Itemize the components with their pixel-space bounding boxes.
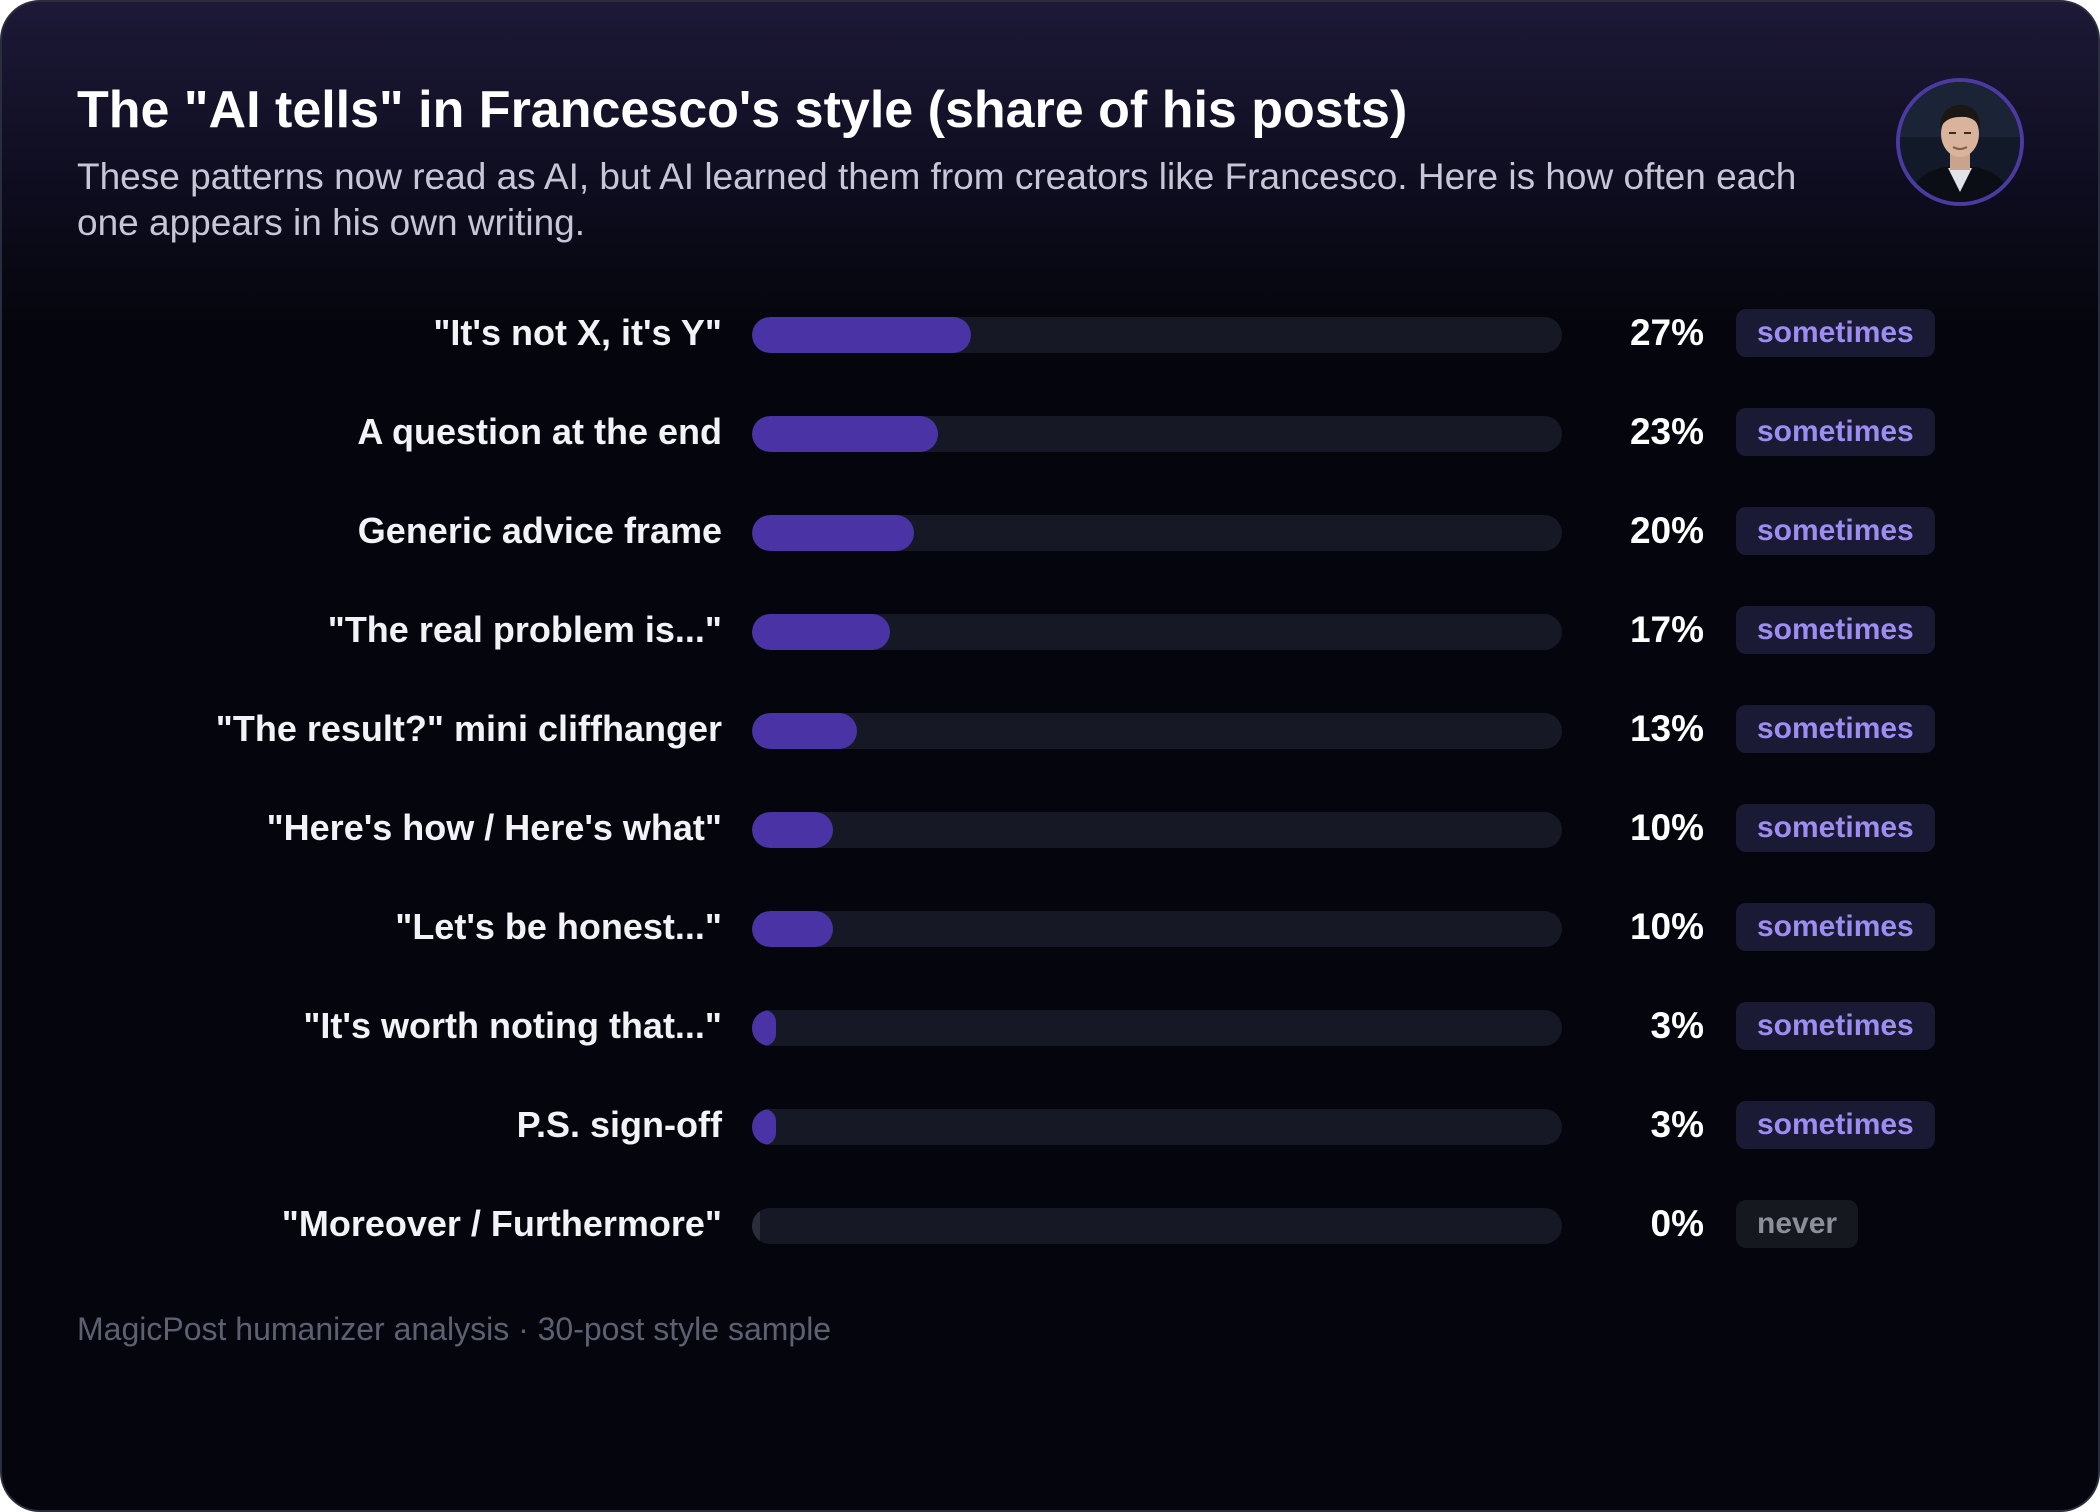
bar-value-label: 27% xyxy=(1629,312,1704,353)
frequency-badge: sometimes xyxy=(1736,606,1935,654)
bar-category-label: "It's not X, it's Y" xyxy=(433,312,722,353)
bar-category-label: "Moreover / Furthermore" xyxy=(281,1203,722,1244)
bar-row: "The real problem is..." 17% sometimes xyxy=(2,598,2098,697)
bar-row: "It's worth noting that..." 3% sometimes xyxy=(2,994,2098,1093)
bar-fill xyxy=(752,614,890,650)
frequency-badge: sometimes xyxy=(1736,309,1935,357)
bar-category-label: Generic advice frame xyxy=(357,510,722,551)
bar-category-label: P.S. sign-off xyxy=(516,1104,722,1145)
bar-track xyxy=(752,713,1562,749)
frequency-badge: sometimes xyxy=(1736,705,1935,753)
chart-title: The "AI tells" in Francesco's style (sha… xyxy=(77,81,1408,139)
bar-fill xyxy=(752,812,833,848)
bar-row: "Here's how / Here's what" 10% sometimes xyxy=(2,796,2098,895)
bar-value-label: 10% xyxy=(1629,807,1704,848)
bar-value-label: 0% xyxy=(1650,1203,1704,1244)
bar-track xyxy=(752,614,1562,650)
bar-row: "Let's be honest..." 10% sometimes xyxy=(2,895,2098,994)
bar-category-label: A question at the end xyxy=(357,411,722,452)
bar-value-label: 3% xyxy=(1650,1005,1704,1046)
bar-fill xyxy=(752,1109,776,1145)
frequency-badge: sometimes xyxy=(1736,903,1935,951)
frequency-badge: never xyxy=(1736,1200,1859,1248)
bar-fill xyxy=(752,911,833,947)
bar-value-label: 17% xyxy=(1629,609,1704,650)
frequency-badge: sometimes xyxy=(1736,1101,1935,1149)
bar-row: Generic advice frame 20% sometimes xyxy=(2,499,2098,598)
bar-value-label: 3% xyxy=(1650,1104,1704,1145)
bar-value-label: 10% xyxy=(1629,906,1704,947)
bar-value-label: 23% xyxy=(1629,411,1704,452)
frequency-badge: sometimes xyxy=(1736,507,1935,555)
frequency-badge: sometimes xyxy=(1736,408,1935,456)
bar-track xyxy=(752,1010,1562,1046)
bar-row: "It's not X, it's Y" 27% sometimes xyxy=(2,301,2098,400)
bar-fill xyxy=(752,416,938,452)
bar-value-label: 20% xyxy=(1629,510,1704,551)
bar-fill xyxy=(752,317,971,353)
bar-category-label: "The real problem is..." xyxy=(327,609,722,650)
frequency-badge: sometimes xyxy=(1736,1002,1935,1050)
bar-track xyxy=(752,1109,1562,1145)
bar-fill xyxy=(752,1208,760,1244)
bar-track xyxy=(752,911,1562,947)
bar-fill xyxy=(752,1010,776,1046)
bar-track xyxy=(752,317,1562,353)
bar-track xyxy=(752,515,1562,551)
bar-category-label: "It's worth noting that..." xyxy=(303,1005,722,1046)
bar-value-label: 13% xyxy=(1629,708,1704,749)
bar-fill xyxy=(752,713,857,749)
bar-track xyxy=(752,812,1562,848)
author-avatar xyxy=(1896,78,2024,206)
bar-row: A question at the end 23% sometimes xyxy=(2,400,2098,499)
bar-rows: "It's not X, it's Y" 27% sometimes A questi… xyxy=(2,2,2098,1302)
frequency-badge: sometimes xyxy=(1736,804,1935,852)
bar-fill xyxy=(752,515,914,551)
bar-category-label: "Let's be honest..." xyxy=(395,906,722,947)
bar-track xyxy=(752,1208,1562,1244)
bar-category-label: "The result?" mini cliffhanger xyxy=(215,708,722,749)
bar-row: "Moreover / Furthermore" 0% never xyxy=(2,1192,2098,1291)
bar-track xyxy=(752,416,1562,452)
bar-row: "The result?" mini cliffhanger 13% sometim… xyxy=(2,697,2098,796)
chart-subtitle: These patterns now read as AI, but AI le… xyxy=(77,156,1797,243)
bar-category-label: "Here's how / Here's what" xyxy=(266,807,722,848)
chart-footer: MagicPost humanizer analysis · 30-post s… xyxy=(77,1311,832,1347)
bar-row: P.S. sign-off 3% sometimes xyxy=(2,1093,2098,1192)
